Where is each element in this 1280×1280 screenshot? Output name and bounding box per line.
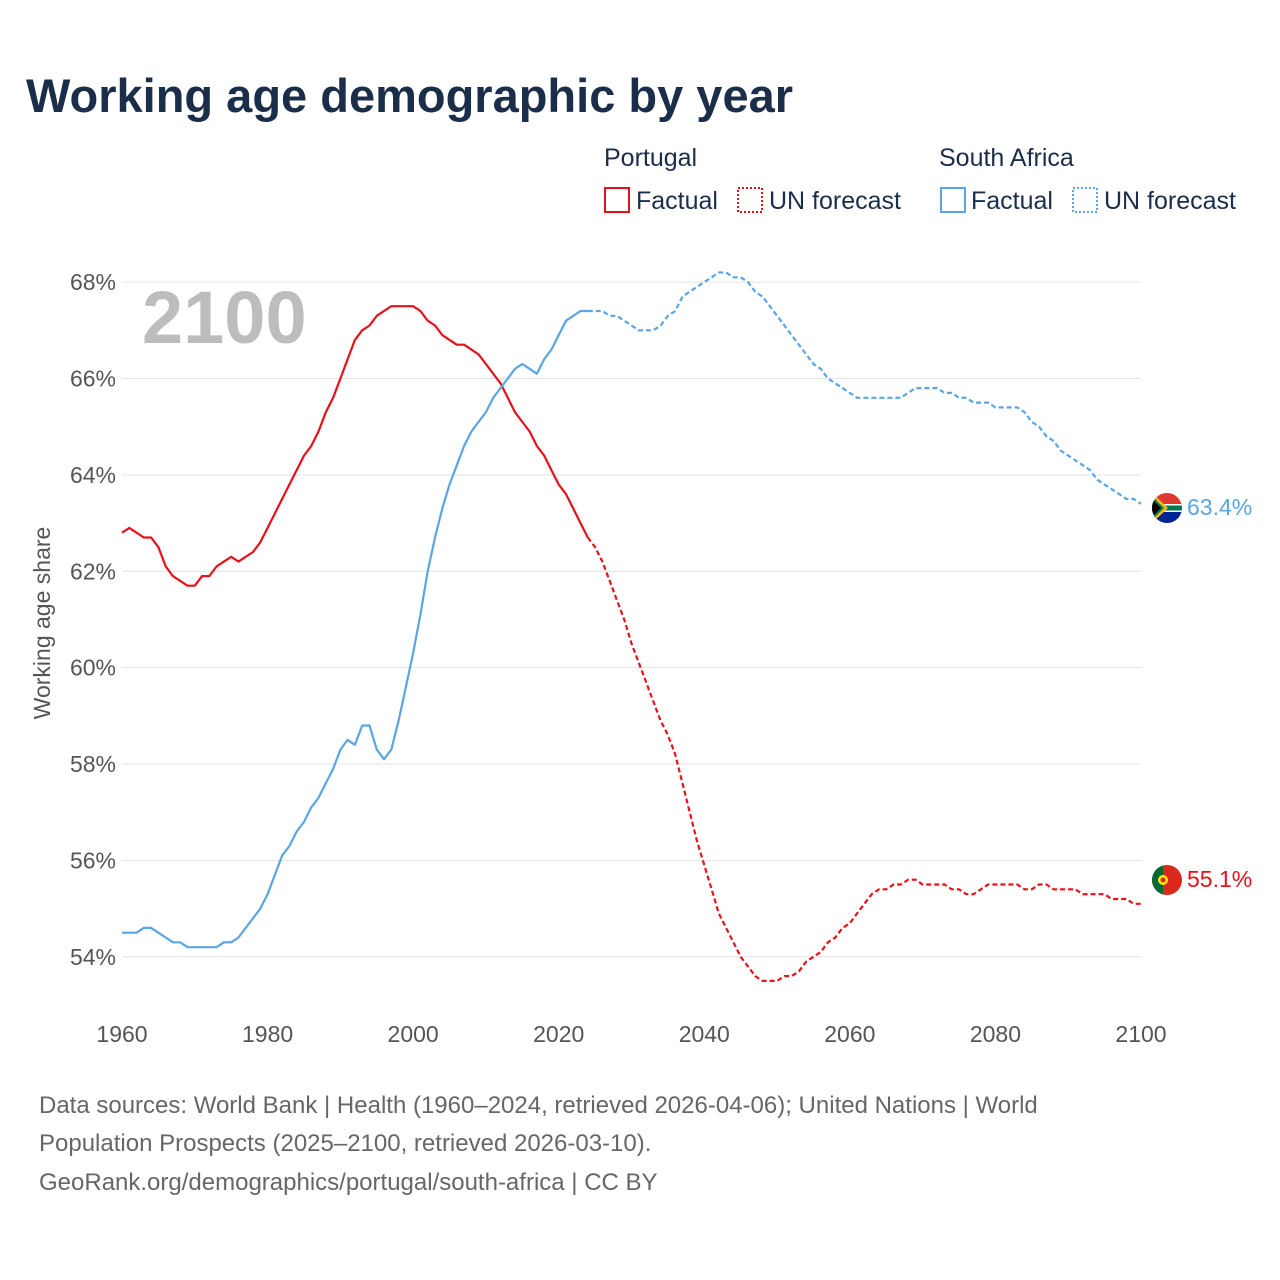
y-tick-label: 60% — [70, 655, 116, 681]
legend-label-portugal-forecast: UN forecast — [769, 187, 901, 215]
source-line-3: GeoRank.org/demographics/portugal/south-… — [39, 1169, 658, 1196]
legend-swatch-portugal-forecast — [737, 187, 763, 213]
y-tick-label: 58% — [70, 751, 116, 777]
source-line-2: Population Prospects (2025–2100, retriev… — [39, 1130, 651, 1157]
x-tick-label: 1980 — [242, 1021, 293, 1047]
y-tick-label: 64% — [70, 462, 116, 488]
end-label-portugal: 55.1% — [1187, 866, 1252, 892]
south-africa-flag-icon — [1152, 493, 1182, 523]
y-axis-label: Working age share — [29, 527, 55, 720]
y-tick-label: 56% — [70, 847, 116, 873]
y-tick-label: 54% — [70, 944, 116, 970]
series-line-south-africa-forecast — [587, 271, 1142, 505]
legend-swatch-south-africa-factual — [940, 187, 966, 213]
y-tick-label: 68% — [70, 269, 116, 295]
legend-group-portugal: Portugal — [604, 144, 697, 172]
legend-swatch-south-africa-forecast — [1072, 187, 1098, 213]
gridlines — [122, 281, 1141, 958]
y-tick-label: 62% — [70, 558, 116, 584]
x-tick-label: 2000 — [388, 1021, 439, 1047]
series-line-south-africa-factual — [122, 309, 588, 949]
x-tick-label: 2100 — [1115, 1021, 1166, 1047]
end-label-south-africa: 63.4% — [1187, 494, 1252, 520]
source-line-1: Data sources: World Bank | Health (1960–… — [39, 1092, 1038, 1119]
legend-label-portugal-factual: Factual — [636, 187, 718, 215]
portugal-flag-icon — [1152, 865, 1182, 895]
chart-title: Working age demographic by year — [26, 69, 793, 122]
y-tick-label: 66% — [70, 365, 116, 391]
series-line-portugal-forecast — [586, 536, 1141, 982]
legend-swatch-portugal-factual — [604, 187, 630, 213]
legend-label-south-africa-factual: Factual — [971, 187, 1053, 215]
x-tick-label: 2040 — [679, 1021, 730, 1047]
legend-group-south-africa: South Africa — [939, 144, 1074, 172]
x-tick-label: 1960 — [96, 1021, 147, 1047]
legend: Portugal Factual UN forecast South Afric… — [604, 144, 1236, 215]
series — [121, 271, 1142, 982]
axes: 54% 56% 58% 60% 62% 64% 66% 68% 1960 1980 2000 2020… — [70, 269, 1167, 1047]
series-line-portugal-factual — [121, 305, 589, 587]
legend-label-south-africa-forecast: UN forecast — [1104, 187, 1236, 215]
year-watermark: 2100 — [142, 276, 307, 359]
x-tick-label: 2020 — [533, 1021, 584, 1047]
x-tick-label: 2080 — [970, 1021, 1021, 1047]
x-tick-label: 2060 — [824, 1021, 875, 1047]
